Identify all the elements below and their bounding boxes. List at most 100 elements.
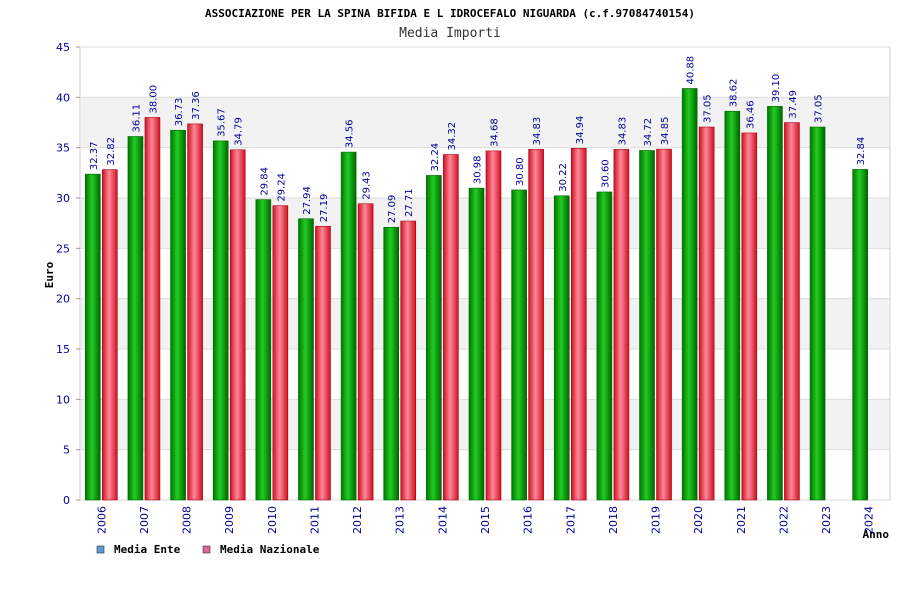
x-tick-label: 2013 [394,506,407,534]
bar-media-ente [809,126,826,501]
bar-media-nazionale [400,220,417,501]
data-label: 32.82 [106,137,117,166]
data-label: 34.79 [234,117,245,146]
bar-media-nazionale [698,126,715,501]
y-tick-label: 20 [56,293,70,306]
bar-media-ente [553,195,570,501]
data-label: 30.22 [558,163,569,192]
bar-media-ente [85,173,101,501]
data-label: 36.46 [745,100,756,129]
value-labels: 32.37 32.82 36.11 38.00 36.73 37.36 35.67 34.79… [89,56,867,223]
bar-media-ente [170,129,186,501]
x-tick-label: 2009 [223,506,236,534]
data-label: 29.43 [362,171,373,200]
data-label: 30.60 [600,159,611,188]
x-axis-ticks: 2006 2007 2008 2009 2010 2011 2012 2013 2014 2015… [95,506,875,534]
data-label: 27.09 [387,195,398,224]
data-label: 34.83 [617,117,628,146]
data-label: 29.84 [259,167,270,196]
bar-media-nazionale [656,148,672,501]
x-tick-label: 2018 [607,506,620,534]
x-tick-label: 2016 [522,506,535,534]
y-axis-title: Euro [43,261,56,288]
y-tick-label: 35 [56,142,70,155]
y-tick-label: 0 [63,494,70,507]
data-label: 34.68 [490,118,501,147]
data-label: 30.98 [473,155,484,184]
bar-media-nazionale [272,205,289,501]
data-label: 30.80 [515,157,526,186]
data-label: 35.67 [217,108,228,137]
y-tick-label: 45 [56,41,70,54]
data-label: 27.71 [404,188,415,217]
legend-label: Media Nazionale [220,543,320,556]
bar-media-ente [767,106,783,501]
y-tick-label: 25 [56,242,70,255]
chart-subtitle: Media Importi [399,26,501,41]
data-label: 38.00 [148,85,159,114]
data-label: 37.36 [191,91,202,120]
x-tick-label: 2008 [181,506,194,534]
data-label: 37.05 [814,94,825,123]
bar-media-ente [212,140,229,501]
x-tick-label: 2014 [436,506,449,534]
x-tick-label: 2015 [479,506,492,534]
data-label: 34.83 [532,117,543,146]
data-label: 36.11 [131,104,142,133]
data-label: 34.94 [575,116,586,145]
data-label: 38.62 [728,79,739,108]
data-label: 34.85 [660,117,671,146]
bar-media-ente [639,150,655,501]
bar-media-nazionale [485,150,502,501]
data-label: 29.24 [276,173,287,202]
chart-title: ASSOCIAZIONE PER LA SPINA BIFIDA E L IDR… [205,7,695,20]
y-tick-label: 5 [63,444,70,457]
bar-media-nazionale [443,154,459,501]
legend: Media Ente Media Nazionale [96,543,320,556]
bar-media-ente [298,218,314,501]
data-label: 40.88 [686,56,697,85]
x-tick-label: 2019 [650,506,663,534]
bar-media-ente [681,88,698,501]
x-tick-label: 2011 [308,506,321,534]
bar-media-nazionale [229,149,246,501]
bar-media-nazionale [528,149,544,501]
bar-media-nazionale [315,225,331,501]
y-tick-label: 40 [56,91,70,104]
bars [85,88,868,501]
y-tick-label: 30 [56,192,70,205]
data-label: 32.37 [89,142,100,171]
legend-swatch [202,545,211,554]
bar-media-nazionale [613,149,630,501]
x-tick-label: 2007 [138,506,151,534]
data-label: 37.49 [788,90,799,119]
y-tick-label: 10 [56,393,70,406]
x-tick-label: 2020 [692,506,705,534]
x-tick-label: 2010 [266,506,279,534]
data-label: 32.84 [856,137,867,166]
x-tick-label: 2024 [863,506,876,534]
y-axis-ticks: 0 5 10 15 20 25 30 35 40 45 [56,41,80,507]
legend-swatch [96,545,105,554]
legend-label: Media Ente [114,543,181,556]
bar-media-ente [852,169,868,501]
bar-media-ente [340,151,357,501]
bar-media-ente [596,191,613,501]
data-label: 39.10 [771,74,782,103]
y-tick-label: 15 [56,343,70,356]
bar-media-nazionale [570,147,587,501]
x-tick-label: 2006 [95,506,108,534]
x-tick-label: 2012 [351,506,364,534]
x-tick-label: 2023 [820,506,833,534]
data-label: 34.72 [643,118,654,147]
x-axis-title: Anno [863,528,890,541]
bar-media-nazionale [187,123,203,501]
bar-media-nazionale [784,122,800,501]
x-tick-label: 2021 [735,506,748,534]
bar-media-ente [255,199,272,501]
x-tick-label: 2022 [777,506,790,534]
bar-media-ente [468,187,485,501]
data-label: 37.05 [703,94,714,123]
